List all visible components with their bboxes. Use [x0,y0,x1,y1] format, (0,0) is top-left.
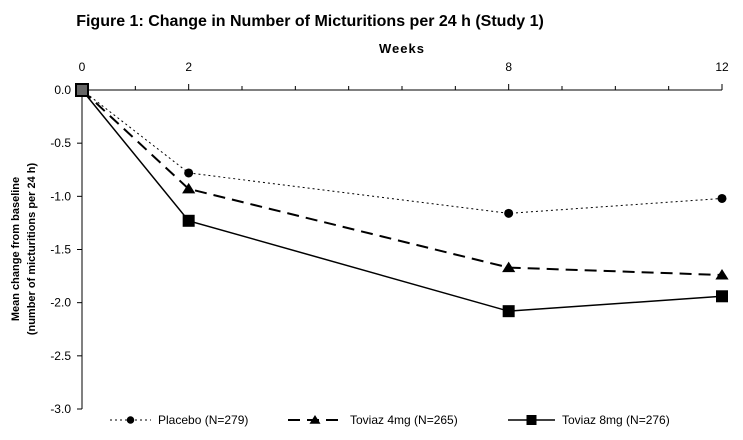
legend-marker [309,415,321,424]
x-tick-label: 12 [715,60,729,74]
series-line [81,89,723,312]
legend: Placebo (N=279) Toviaz 4mg (N=265) Toviaz … [110,413,670,427]
y-tick-label: -2.0 [50,296,71,310]
series-3 [81,89,728,318]
series-2 [81,89,729,280]
y-axis-title-line-1: Mean change from baseline [10,177,22,321]
data-point [717,193,727,203]
y-tick-label: -1.0 [50,189,71,203]
legend-label: Placebo (N=279) [158,413,248,427]
data-point [716,290,728,303]
legend-marker [526,415,537,425]
x-tick-label: 8 [505,60,512,74]
legend-label: Toviaz 4mg (N=265) [350,413,458,427]
y-tick-label: -1.5 [50,243,71,257]
legend-label: Toviaz 8mg (N=276) [562,413,670,427]
y-axis-title-line-2: (number of micturitions per 24 h) [26,162,38,335]
chart-title: Figure 1: Change in Number of Micturitio… [76,13,544,30]
y-tick-label: -2.5 [50,349,71,363]
legend-marker [126,416,135,424]
axes: 0 2 8 12 0.0 -0.5 -1.0 -1.5 -2.0 -2.5 -3.0 [50,60,729,416]
y-tick-label: -0.5 [50,136,71,150]
x-tick-label: 0 [79,60,86,74]
y-tick-label: -3.0 [50,402,71,416]
data-point [502,261,516,273]
data-point [182,182,196,194]
legend-item: Placebo (N=279) [110,413,248,427]
data-point [715,269,729,280]
series-line [81,89,723,214]
data-point [504,208,514,218]
x-axis-title: Weeks [379,41,425,56]
series-layer [75,83,729,318]
data-point [182,214,195,227]
y-tick-label: 0.0 [54,83,71,97]
data-point [502,305,515,318]
baseline-data-point-fill [77,85,87,95]
series-line [81,89,723,277]
data-point [184,168,194,178]
legend-item: Toviaz 4mg (N=265) [288,413,458,427]
x-tick-label: 2 [185,60,192,74]
legend-item: Toviaz 8mg (N=276) [508,413,670,427]
series-1 [81,89,727,218]
